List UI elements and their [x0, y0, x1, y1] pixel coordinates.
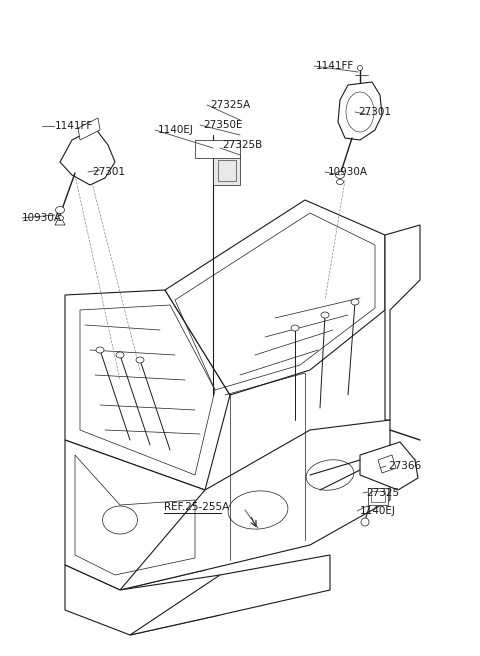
Polygon shape [360, 442, 418, 490]
Ellipse shape [351, 299, 359, 305]
Polygon shape [65, 565, 220, 635]
Polygon shape [120, 420, 390, 590]
Text: 1140EJ: 1140EJ [360, 506, 396, 516]
Ellipse shape [321, 312, 329, 318]
Text: 10930A: 10930A [22, 213, 62, 223]
Text: 27325A: 27325A [210, 100, 250, 110]
Text: 27325B: 27325B [222, 140, 262, 150]
Polygon shape [213, 155, 240, 185]
Ellipse shape [96, 347, 104, 353]
Polygon shape [195, 140, 240, 158]
Text: 1141FF: 1141FF [316, 61, 354, 71]
Polygon shape [385, 225, 420, 420]
Polygon shape [65, 290, 230, 490]
Text: 27350E: 27350E [203, 120, 242, 130]
Polygon shape [130, 555, 330, 635]
Polygon shape [378, 455, 396, 473]
Ellipse shape [336, 180, 344, 184]
Ellipse shape [57, 216, 63, 220]
Polygon shape [60, 128, 115, 185]
Text: 27301: 27301 [358, 107, 391, 117]
Polygon shape [368, 488, 388, 505]
Text: REF.25-255A: REF.25-255A [164, 502, 229, 512]
Text: 27366: 27366 [388, 461, 421, 471]
Text: 10930A: 10930A [328, 167, 368, 177]
Polygon shape [78, 118, 100, 140]
Ellipse shape [56, 207, 64, 213]
Text: 1141FF: 1141FF [55, 121, 93, 131]
Ellipse shape [291, 325, 299, 331]
Ellipse shape [136, 357, 144, 363]
Text: 27301: 27301 [92, 167, 125, 177]
Polygon shape [165, 200, 385, 395]
Ellipse shape [336, 171, 345, 178]
Text: 27325: 27325 [366, 488, 399, 498]
Text: 1140EJ: 1140EJ [158, 125, 194, 135]
Polygon shape [338, 82, 382, 140]
Ellipse shape [358, 66, 362, 70]
Polygon shape [65, 440, 205, 590]
Ellipse shape [116, 352, 124, 358]
Circle shape [361, 518, 369, 526]
Polygon shape [55, 215, 65, 225]
